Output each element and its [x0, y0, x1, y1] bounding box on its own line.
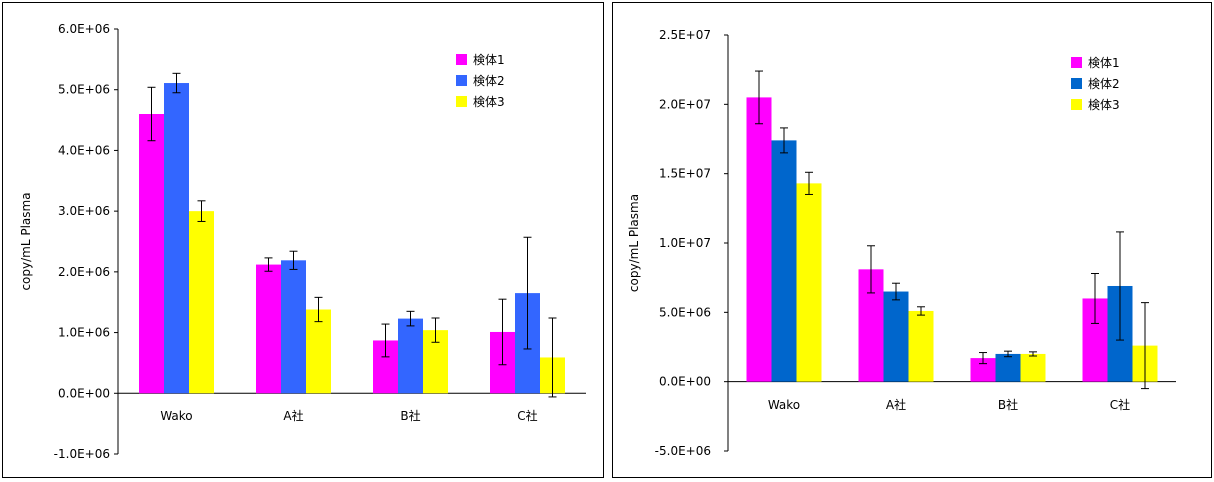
y-tick-label: 4.0E+06 — [58, 143, 110, 157]
y-tick-label: 1.0E+06 — [58, 326, 110, 340]
chart-panel-left — [2, 2, 604, 478]
bar — [746, 97, 772, 382]
y-axis-label: copy/mL Plasma — [19, 192, 33, 290]
chart-panel-right — [612, 2, 1212, 478]
y-tick-label: 5.0E+06 — [659, 305, 711, 319]
y-tick-label: 5.0E+06 — [58, 83, 110, 97]
legend-swatch — [456, 96, 467, 107]
bar — [883, 291, 909, 382]
category-label: C社 — [517, 408, 537, 423]
bar — [995, 353, 1021, 382]
legend-swatch — [1071, 99, 1082, 110]
category-label: A社 — [283, 408, 303, 423]
legend-label: 検体1 — [1088, 56, 1120, 70]
y-tick-label: 6.0E+06 — [58, 22, 110, 36]
chart-right: -5.0E+06 0.0E+00 5.0E+06 1.0E+07 1.5E+07 2.0E… — [627, 28, 1176, 458]
y-tick-label: -5.0E+06 — [655, 444, 711, 458]
bar — [398, 318, 423, 394]
legend-swatch — [456, 54, 467, 65]
legend-label: 検体3 — [473, 95, 505, 109]
bar — [1020, 353, 1046, 382]
bar — [908, 310, 934, 382]
y-tick-label: 0.0E+00 — [58, 386, 110, 400]
legend-swatch — [1071, 57, 1082, 68]
category-label: B社 — [400, 408, 420, 423]
category-label: Wako — [160, 409, 192, 423]
category-label: C社 — [1110, 397, 1130, 412]
bar — [771, 140, 797, 382]
y-tick-label: 3.0E+06 — [58, 204, 110, 218]
legend-swatch — [1071, 78, 1082, 89]
y-tick-label: 2.5E+07 — [659, 28, 711, 42]
bar — [306, 309, 331, 394]
y-tick-label: 0.0E+00 — [659, 375, 711, 389]
legend-label: 検体2 — [473, 74, 505, 88]
y-tick-label: 2.0E+06 — [58, 265, 110, 279]
category-label: A社 — [886, 397, 906, 412]
bar — [164, 83, 189, 394]
category-label: Wako — [768, 398, 800, 412]
bar — [281, 260, 306, 394]
category-label: B社 — [998, 397, 1018, 412]
y-tick-label: 1.0E+07 — [659, 236, 711, 250]
bar — [970, 358, 996, 382]
legend-label: 検体2 — [1088, 77, 1120, 91]
bar — [796, 183, 822, 382]
chart-left: -1.0E+06 0.0E+00 1.0E+06 2.0E+06 3.0E+06 4.0E… — [19, 22, 586, 461]
legend-label: 検体3 — [1088, 98, 1120, 112]
legend-swatch — [456, 75, 467, 86]
bar — [189, 211, 214, 394]
y-tick-label: 2.0E+07 — [659, 97, 711, 111]
bar — [139, 114, 164, 394]
bar — [256, 264, 281, 394]
y-tick-label: 1.5E+07 — [659, 167, 711, 181]
y-tick-label: -1.0E+06 — [54, 447, 110, 461]
legend-label: 検体1 — [473, 53, 505, 67]
y-axis-label: copy/mL Plasma — [627, 194, 641, 292]
